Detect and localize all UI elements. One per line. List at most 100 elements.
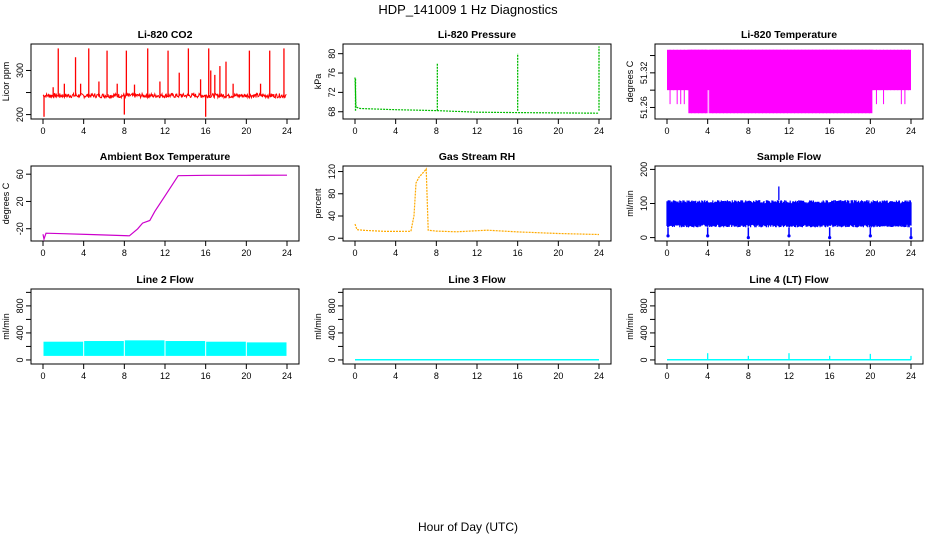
x-tick-label: 12 (160, 371, 170, 381)
panel-line2: Line 2 Flow 0 4 8 12 16 20 24 0 400 800 ml/min (1, 274, 300, 381)
x-tick-label: 16 (513, 248, 523, 258)
series-line (354, 167, 600, 236)
y-tick-label: 0 (15, 357, 25, 362)
y-tick-label: 100 (639, 196, 649, 211)
x-tick-label: 12 (784, 126, 794, 136)
x-tick-label: 8 (122, 126, 127, 136)
panel-temperature: Li-820 Temperature 0 4 8 12 16 20 24 51.26 51.32 d… (625, 29, 924, 136)
panel-title: Line 3 Flow (448, 274, 506, 286)
y-axis-label: ml/min (313, 313, 323, 340)
x-tick-label: 8 (434, 248, 439, 258)
x-tick-label: 20 (865, 248, 875, 258)
series-band-low (688, 49, 708, 114)
x-tick-label: 24 (594, 248, 604, 258)
x-tick-label: 8 (746, 126, 751, 136)
x-tick-label: 16 (825, 126, 835, 136)
x-tick-label: 16 (513, 371, 523, 381)
series-line (42, 174, 288, 242)
x-tick-label: 0 (40, 126, 45, 136)
x-tick-label: 24 (906, 126, 916, 136)
y-tick-label: 200 (15, 107, 25, 122)
series-segment (43, 341, 84, 356)
x-tick-label: 24 (594, 371, 604, 381)
x-tick-label: 24 (282, 371, 292, 381)
series-segment (165, 341, 206, 356)
x-tick-label: 12 (472, 248, 482, 258)
x-tick-label: 8 (434, 371, 439, 381)
panel-title: Sample Flow (757, 151, 822, 163)
x-tick-label: 4 (705, 371, 710, 381)
x-tick-label: 12 (784, 371, 794, 381)
series-dip-point (787, 234, 791, 238)
panel-rh: Gas Stream RH 0 4 8 12 16 20 24 0 40 80 120 percent (313, 151, 612, 258)
plot-frame (342, 288, 612, 365)
series-segment (246, 342, 287, 356)
y-tick-label: 400 (327, 325, 337, 340)
x-tick-label: 24 (906, 371, 916, 381)
figure-title: HDP_141009 1 Hz Diagnostics (378, 2, 558, 17)
x-tick-label: 16 (825, 371, 835, 381)
x-tick-label: 0 (40, 248, 45, 258)
x-tick-label: 4 (393, 371, 398, 381)
x-tick-label: 8 (122, 371, 127, 381)
y-tick-label: 80 (327, 49, 337, 59)
y-tick-label: 76 (327, 68, 337, 78)
x-tick-label: 20 (553, 126, 563, 136)
y-tick-label: 0 (639, 357, 649, 362)
x-tick-label: 20 (553, 371, 563, 381)
x-tick-label: 4 (81, 248, 86, 258)
x-tick-label: 0 (664, 371, 669, 381)
y-tick-label: 51.26 (639, 96, 649, 119)
x-tick-label: 8 (122, 248, 127, 258)
x-tick-label: 12 (160, 248, 170, 258)
x-tick-label: 20 (241, 248, 251, 258)
plot-frame (30, 43, 300, 120)
x-tick-label: 20 (241, 371, 251, 381)
panel-title: Gas Stream RH (439, 151, 515, 163)
panel-title: Ambient Box Temperature (100, 151, 231, 163)
y-tick-label: 400 (15, 325, 25, 340)
panel-title: Line 4 (LT) Flow (749, 274, 829, 286)
x-tick-label: 20 (865, 371, 875, 381)
y-tick-label: 800 (639, 298, 649, 313)
y-tick-label: 68 (327, 107, 337, 117)
panel-co2: Li-820 CO2 0 4 8 12 16 20 24 200 300 Licor ppm (1, 29, 300, 136)
panel-sample_flow: Sample Flow 0 4 8 12 16 20 24 0 100 200 ml/min (625, 151, 924, 258)
x-tick-label: 12 (472, 371, 482, 381)
x-tick-label: 16 (201, 126, 211, 136)
series-dip-point (868, 234, 872, 238)
x-tick-label: 12 (784, 248, 794, 258)
panel-line3: Line 3 Flow 0 4 8 12 16 20 24 0 400 800 ml/min (313, 274, 612, 381)
y-tick-label: 80 (327, 189, 337, 199)
x-tick-label: 0 (664, 126, 669, 136)
y-tick-label: 0 (327, 357, 337, 362)
x-tick-label: 16 (825, 248, 835, 258)
y-axis-label: ml/min (625, 190, 635, 217)
y-tick-label: 300 (15, 63, 25, 78)
x-tick-label: 8 (746, 371, 751, 381)
x-tick-label: 20 (865, 126, 875, 136)
x-tick-label: 24 (282, 126, 292, 136)
series-line (42, 91, 287, 100)
x-tick-label: 0 (352, 371, 357, 381)
x-tick-label: 8 (746, 248, 751, 258)
y-tick-label: -20 (15, 222, 25, 235)
x-tick-label: 4 (393, 126, 398, 136)
y-tick-label: 20 (15, 196, 25, 206)
y-tick-label: 0 (639, 235, 649, 240)
y-tick-label: 800 (15, 298, 25, 313)
y-tick-label: 51.32 (639, 62, 649, 85)
series-segment (206, 341, 246, 356)
plot-frame (342, 165, 612, 242)
y-tick-label: 200 (639, 162, 649, 177)
y-axis-label: ml/min (625, 313, 635, 340)
x-tick-label: 0 (40, 371, 45, 381)
x-tick-label: 8 (434, 126, 439, 136)
y-axis-label: kPa (313, 74, 323, 90)
plot-frame (342, 43, 612, 120)
x-tick-label: 4 (705, 248, 710, 258)
y-tick-label: 800 (327, 298, 337, 313)
x-tick-label: 12 (160, 126, 170, 136)
